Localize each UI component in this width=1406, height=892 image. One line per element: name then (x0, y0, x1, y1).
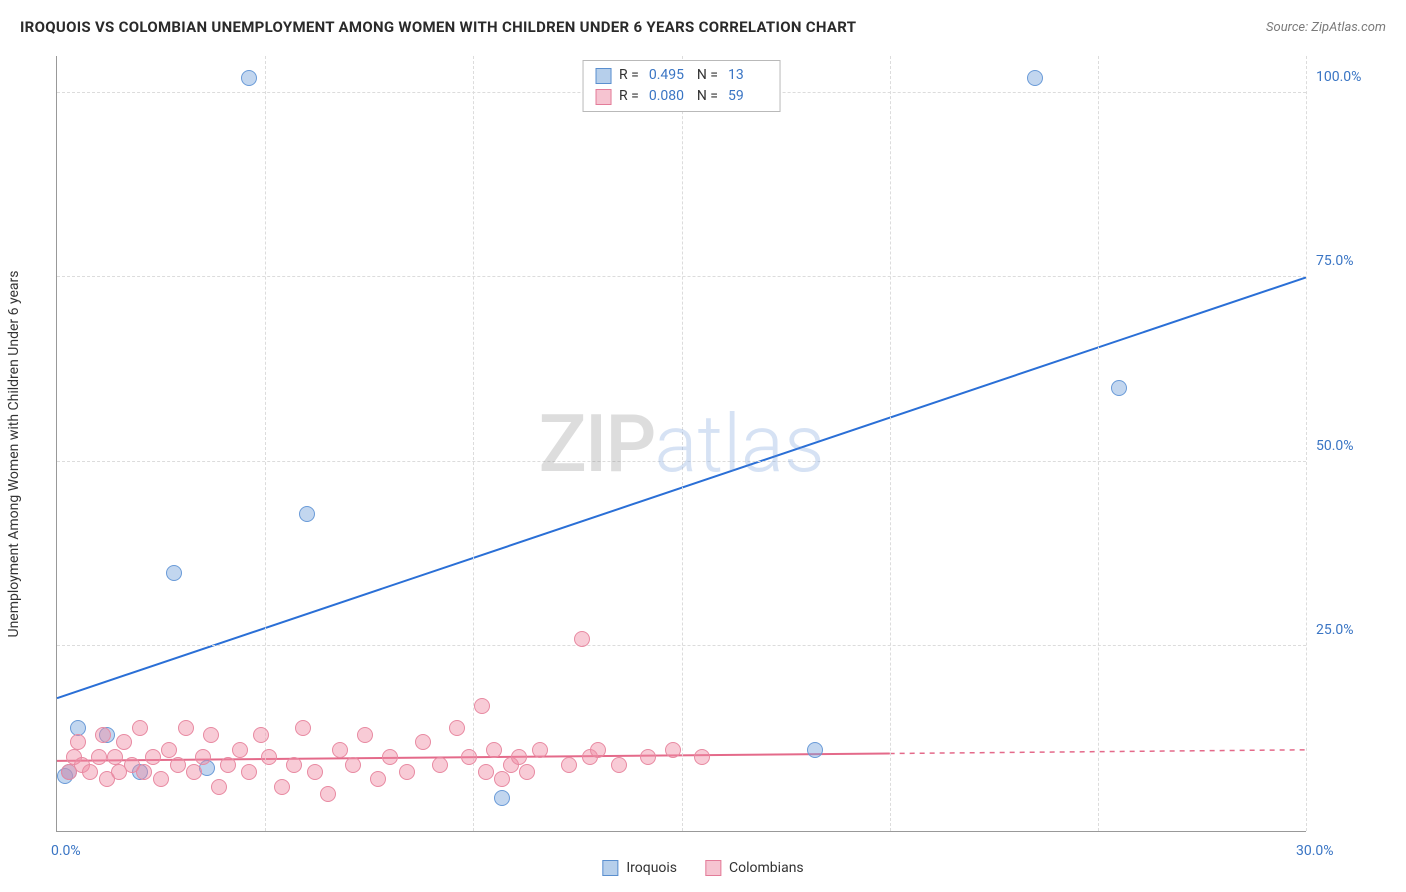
data-point-colombians (107, 749, 123, 765)
data-point-colombians (82, 764, 98, 780)
ytick-label: 50.0% (1316, 438, 1366, 454)
data-point-colombians (95, 727, 111, 743)
data-point-colombians (474, 698, 490, 714)
source-label: Source: ZipAtlas.com (1266, 20, 1386, 35)
data-point-colombians (220, 757, 236, 773)
data-point-colombians (494, 771, 510, 787)
data-point-colombians (478, 764, 494, 780)
data-point-colombians (561, 757, 577, 773)
legend-label-colombians: Colombians (729, 860, 804, 876)
data-point-colombians (574, 631, 590, 647)
data-point-colombians (274, 779, 290, 795)
data-point-colombians (370, 771, 386, 787)
xtick-label: 0.0% (51, 843, 81, 859)
plot-area: ZIPatlas R = 0.495 N = 13 R = 0.080 N = … (56, 56, 1306, 832)
data-point-iroquois (70, 720, 86, 736)
data-point-colombians (519, 764, 535, 780)
data-point-colombians (170, 757, 186, 773)
n-label: N = (697, 86, 718, 107)
colombians-n-value: 59 (728, 86, 768, 107)
gridline-v (265, 56, 266, 831)
data-point-iroquois (494, 790, 510, 806)
colombians-r-value: 0.080 (649, 86, 689, 107)
data-point-colombians (486, 742, 502, 758)
data-point-colombians (449, 720, 465, 736)
data-point-colombians (261, 749, 277, 765)
data-point-colombians (357, 727, 373, 743)
correlation-legend: R = 0.495 N = 13 R = 0.080 N = 59 (582, 60, 781, 112)
gridline-v (1306, 56, 1307, 831)
iroquois-r-value: 0.495 (649, 65, 689, 86)
data-point-iroquois (166, 565, 182, 581)
legend-row-iroquois: R = 0.495 N = 13 (595, 65, 768, 86)
data-point-colombians (145, 749, 161, 765)
data-point-colombians (320, 786, 336, 802)
gridline-v (890, 56, 891, 831)
data-point-colombians (307, 764, 323, 780)
data-point-colombians (382, 749, 398, 765)
data-point-colombians (694, 749, 710, 765)
data-point-colombians (415, 734, 431, 750)
iroquois-swatch-icon (595, 68, 611, 84)
data-point-iroquois (299, 506, 315, 522)
data-point-colombians (253, 727, 269, 743)
colombians-swatch-icon (595, 89, 611, 105)
r-label: R = (619, 65, 639, 86)
data-point-colombians (399, 764, 415, 780)
gridline-v (682, 56, 683, 831)
data-point-iroquois (1027, 70, 1043, 86)
data-point-colombians (345, 757, 361, 773)
data-point-iroquois (807, 742, 823, 758)
data-point-colombians (203, 727, 219, 743)
data-point-colombians (286, 757, 302, 773)
ytick-label: 100.0% (1316, 69, 1366, 85)
data-point-iroquois (1111, 380, 1127, 396)
data-point-colombians (461, 749, 477, 765)
watermark-zip: ZIP (539, 397, 655, 491)
data-point-colombians (116, 734, 132, 750)
data-point-colombians (161, 742, 177, 758)
colombians-swatch-icon (705, 860, 721, 876)
data-point-colombians (432, 757, 448, 773)
watermark-atlas: atlas (654, 397, 824, 491)
title-bar: IROQUOIS VS COLOMBIAN UNEMPLOYMENT AMONG… (20, 18, 1386, 36)
data-point-colombians (295, 720, 311, 736)
data-point-colombians (91, 749, 107, 765)
iroquois-swatch-icon (602, 860, 618, 876)
data-point-colombians (136, 764, 152, 780)
y-axis-label: Unemployment Among Women with Children U… (6, 270, 22, 637)
data-point-colombians (532, 742, 548, 758)
legend-item-colombians: Colombians (705, 860, 804, 876)
data-point-colombians (640, 749, 656, 765)
r-label: R = (619, 86, 639, 107)
data-point-colombians (511, 749, 527, 765)
data-point-colombians (132, 720, 148, 736)
data-point-colombians (232, 742, 248, 758)
data-point-iroquois (241, 70, 257, 86)
data-point-colombians (186, 764, 202, 780)
data-point-colombians (665, 742, 681, 758)
legend-row-colombians: R = 0.080 N = 59 (595, 86, 768, 107)
series-legend: Iroquois Colombians (602, 860, 803, 876)
data-point-colombians (195, 749, 211, 765)
chart-title: IROQUOIS VS COLOMBIAN UNEMPLOYMENT AMONG… (20, 18, 856, 36)
legend-label-iroquois: Iroquois (626, 860, 677, 876)
data-point-colombians (211, 779, 227, 795)
data-point-colombians (178, 720, 194, 736)
data-point-colombians (611, 757, 627, 773)
legend-item-iroquois: Iroquois (602, 860, 677, 876)
gridline-v (473, 56, 474, 831)
iroquois-n-value: 13 (728, 65, 768, 86)
data-point-colombians (241, 764, 257, 780)
xtick-label: 30.0% (1296, 843, 1334, 859)
ytick-label: 25.0% (1316, 622, 1366, 638)
data-point-colombians (590, 742, 606, 758)
n-label: N = (697, 65, 718, 86)
data-point-colombians (70, 734, 86, 750)
data-point-colombians (332, 742, 348, 758)
gridline-v (1098, 56, 1099, 831)
data-point-colombians (153, 771, 169, 787)
ytick-label: 75.0% (1316, 253, 1366, 269)
